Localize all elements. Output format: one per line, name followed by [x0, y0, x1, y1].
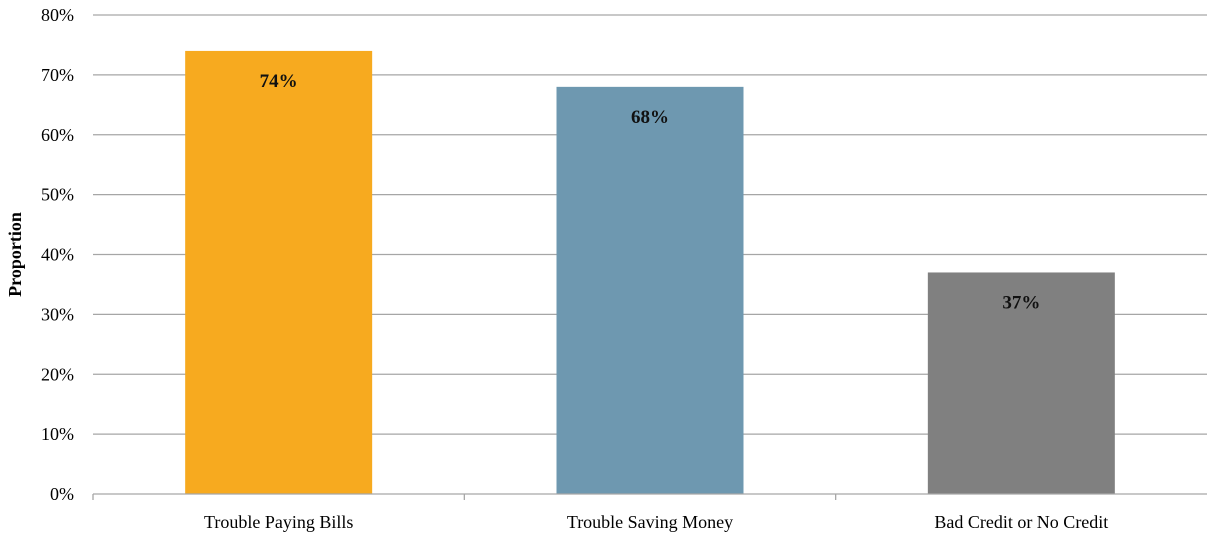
- bar: [927, 272, 1115, 494]
- y-tick-label: 20%: [41, 364, 74, 384]
- y-tick-label: 60%: [41, 125, 74, 145]
- data-label: 37%: [1002, 292, 1040, 313]
- x-axis: [92, 493, 1207, 500]
- data-label: 74%: [260, 71, 298, 92]
- x-tick-label: Bad Credit or No Credit: [934, 512, 1108, 532]
- y-tick-label: 30%: [41, 304, 74, 324]
- x-tick-label: Trouble Saving Money: [567, 512, 733, 532]
- bars: [185, 50, 1115, 495]
- y-tick-label: 40%: [41, 245, 74, 265]
- y-tick-label: 70%: [41, 65, 74, 85]
- bar: [556, 86, 744, 494]
- y-tick-label: 80%: [41, 5, 74, 25]
- data-label: 68%: [631, 107, 669, 128]
- bar: [185, 50, 373, 495]
- x-tick-label: Trouble Paying Bills: [204, 512, 353, 532]
- x-axis-labels: Trouble Paying Bills Trouble Saving Money…: [204, 512, 1108, 532]
- data-labels: 74% 68% 37%: [260, 71, 1041, 314]
- y-tick-label: 10%: [41, 424, 74, 444]
- y-tick-label: 0%: [50, 484, 74, 504]
- y-tick-label: 50%: [41, 185, 74, 205]
- y-axis-title: Proportion: [5, 212, 25, 297]
- y-axis-ticks: 0% 10% 20% 30% 40% 50% 60% 70% 80%: [41, 5, 74, 504]
